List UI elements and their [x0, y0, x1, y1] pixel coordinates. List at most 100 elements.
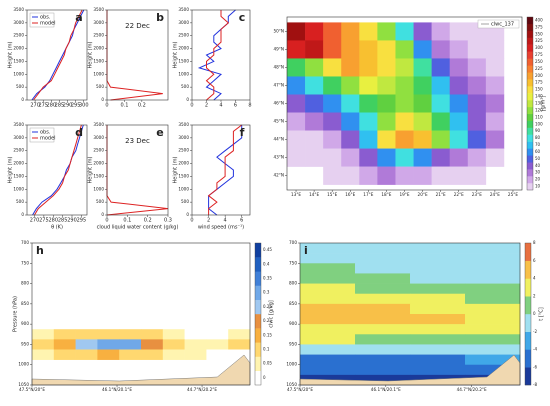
colorbar-swatch — [527, 86, 533, 94]
y-tick-label: 1000 — [286, 362, 297, 367]
colorbar-tick-label: 300 — [535, 45, 543, 50]
colorbar-tick-label: 0.1 — [263, 347, 270, 352]
cell — [431, 130, 450, 149]
cell — [300, 273, 356, 284]
colorbar-tick-label: 140 — [535, 94, 543, 99]
cell — [467, 76, 487, 95]
y-tick-label: 2500 — [178, 148, 189, 153]
cell — [449, 130, 469, 149]
colorbar-tick-label: -8 — [533, 382, 537, 387]
cell — [467, 58, 487, 77]
axes-frame — [26, 124, 88, 216]
colorbar-tick-label: 150 — [535, 87, 543, 92]
profile-line — [208, 125, 243, 216]
cell — [377, 58, 396, 77]
colorbar-swatch — [527, 148, 533, 156]
cell — [465, 334, 521, 345]
cell — [97, 329, 120, 340]
panel-label: h — [36, 244, 44, 257]
cell — [141, 349, 164, 360]
x-tick-label: 46.1°N/20.1°E — [102, 387, 132, 392]
y-tick-label: 1000 — [178, 71, 189, 76]
colorbar-swatch — [525, 278, 531, 297]
colorbar-tick-label: 50 — [535, 156, 541, 161]
colorbar-swatch — [527, 93, 533, 101]
colorbar-tick-label: 2 — [533, 293, 536, 298]
colorbar-swatch — [255, 243, 261, 258]
x-tick-label: 18°E — [381, 192, 391, 197]
cell — [305, 112, 324, 131]
colorbar-swatch — [527, 141, 533, 149]
colorbar-tick-label: 175 — [535, 80, 543, 85]
x-tick-label: 0.2 — [138, 103, 146, 109]
x-tick-label: 15°E — [327, 192, 337, 197]
colorbar-swatch — [255, 328, 261, 343]
cell — [377, 40, 396, 59]
colorbar-swatch — [527, 120, 533, 128]
cell — [467, 40, 487, 59]
cell — [141, 329, 164, 340]
colorbar-tick-label: 0.25 — [263, 304, 272, 309]
y-tick-label: 500 — [96, 199, 104, 204]
y-tick-label: 2500 — [13, 33, 24, 38]
panel-label: a — [75, 11, 82, 24]
cell — [465, 293, 521, 305]
cell — [467, 112, 487, 131]
y-tick-label: 1050 — [286, 382, 297, 387]
cell — [359, 76, 378, 95]
cell — [465, 273, 521, 284]
x-tick-label: 0.1 — [120, 103, 128, 109]
colorbar-tick-label: 0 — [263, 375, 266, 380]
colorbar-swatch — [527, 113, 533, 121]
cell — [485, 58, 505, 77]
y-tick-label: 3000 — [178, 20, 189, 25]
cell — [413, 22, 432, 41]
colorbar-tick-label: 4 — [533, 276, 536, 281]
cell — [395, 76, 414, 95]
colorbar-swatch — [527, 162, 533, 170]
cell — [413, 166, 432, 185]
panel-label: e — [156, 126, 163, 139]
x-tick-label: 290 — [67, 218, 77, 224]
cell — [449, 94, 469, 113]
cell — [287, 76, 306, 95]
colorbar-swatch — [255, 257, 261, 272]
cell — [449, 40, 469, 59]
y-tick-label: 0 — [21, 97, 24, 102]
cell — [162, 329, 185, 340]
cell — [355, 293, 411, 305]
y-axis-label: Height (m) — [173, 157, 179, 184]
colorbar-swatch — [527, 106, 533, 115]
cell — [485, 148, 505, 167]
y-tick-label: 900 — [289, 321, 297, 326]
cell — [413, 40, 432, 59]
cell — [410, 344, 466, 355]
colorbar-swatch — [525, 243, 531, 261]
cell — [305, 22, 324, 41]
colorbar-swatch — [255, 370, 261, 386]
cell — [228, 329, 251, 340]
y-tick-label: 47°N — [273, 82, 284, 87]
axes-frame — [26, 9, 88, 101]
cell — [413, 58, 432, 77]
x-tick-label: 0.1 — [123, 218, 131, 224]
cell — [300, 283, 356, 295]
x-tick-label: 44.7°N/20.2°E — [457, 387, 487, 392]
cell — [355, 344, 411, 355]
y-axis-label: Height (m) — [88, 42, 94, 69]
y-tick-label: 0 — [186, 212, 189, 217]
y-tick-label: 3000 — [93, 135, 104, 140]
colorbar-tick-label: 0.05 — [263, 361, 272, 366]
cell — [413, 130, 432, 149]
cell — [287, 58, 306, 77]
cell — [431, 166, 450, 185]
x-tick-label: 285 — [58, 218, 68, 224]
colorbar-tick-label: 225 — [535, 66, 543, 71]
x-tick-label: 0 — [190, 103, 193, 109]
cell — [395, 112, 414, 131]
panel-label: d — [75, 126, 83, 139]
cell — [323, 166, 342, 185]
x-tick-label: 0 — [105, 218, 108, 224]
y-tick-label: 3000 — [13, 135, 24, 140]
cell — [359, 112, 378, 131]
